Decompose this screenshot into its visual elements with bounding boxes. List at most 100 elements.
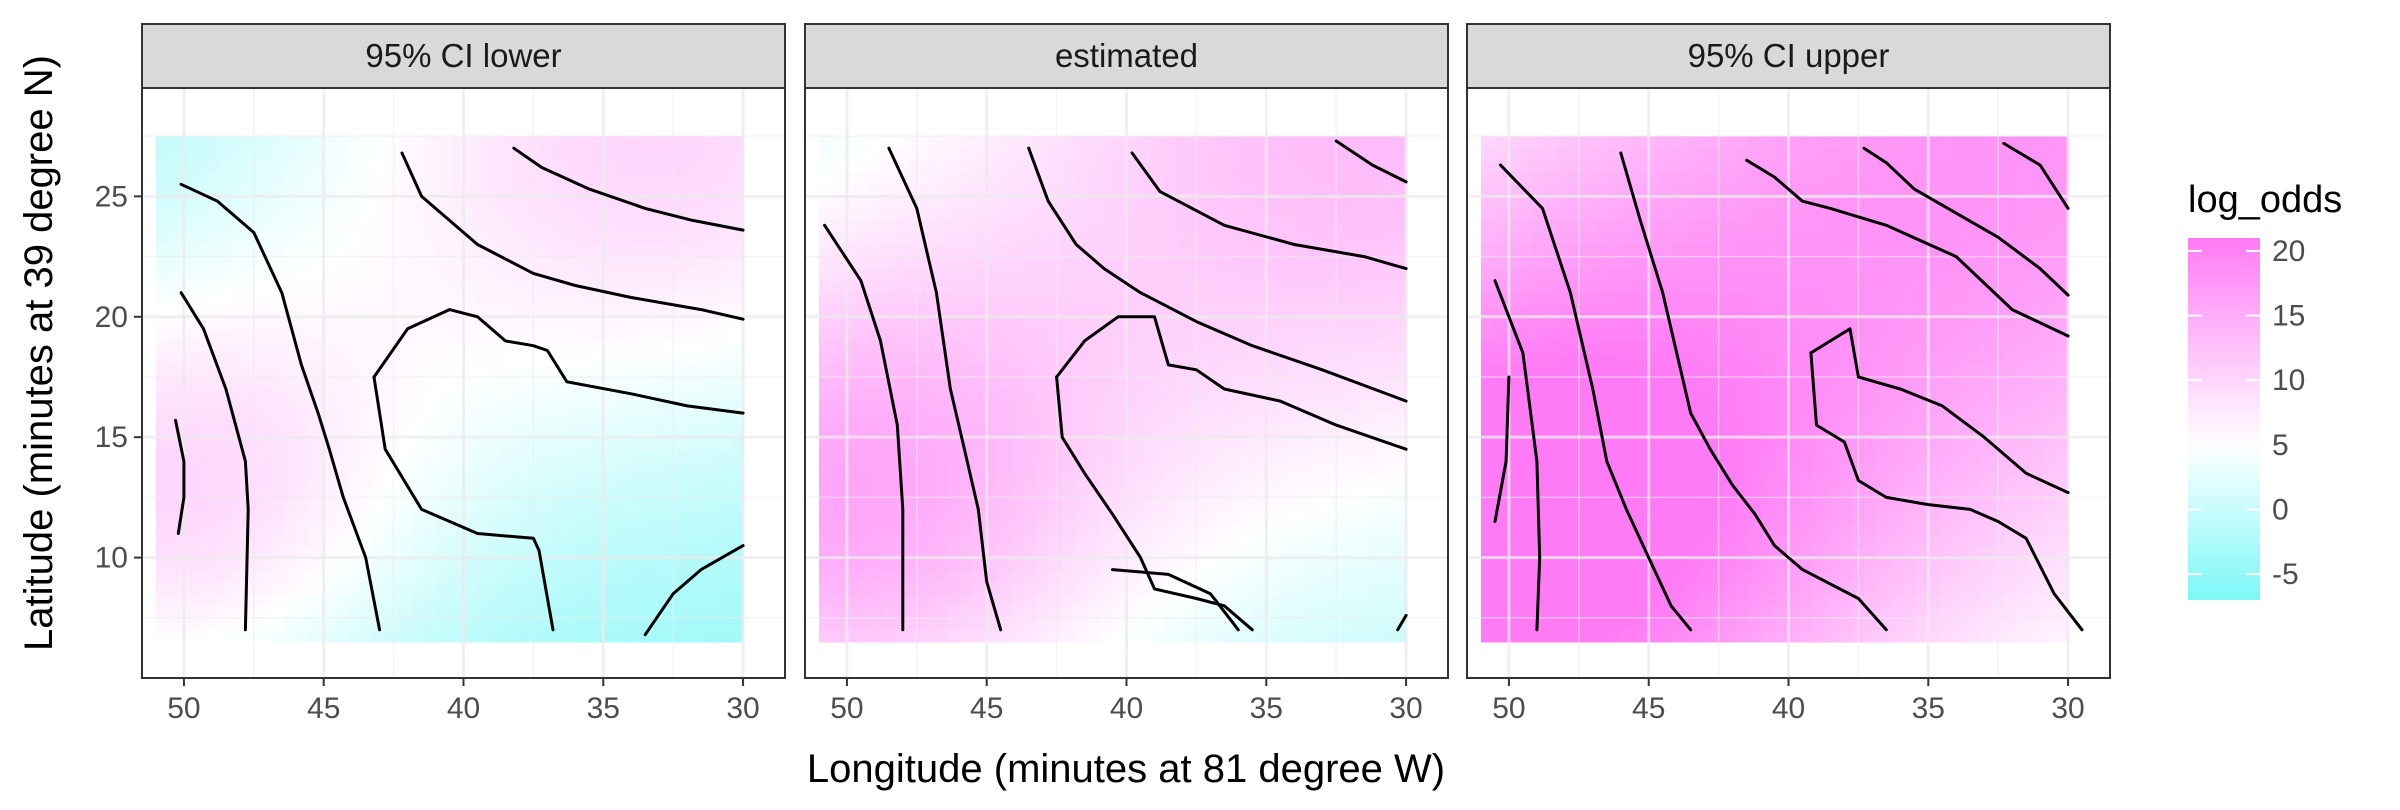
raster-cell (653, 413, 668, 426)
raster-cell (1125, 268, 1139, 282)
raster-cell (1252, 617, 1267, 631)
raster-cell (168, 292, 183, 306)
raster-cell (551, 449, 565, 462)
raster-cell (1532, 220, 1546, 234)
raster-cell (1544, 425, 1559, 438)
raster-cell (1074, 292, 1088, 306)
raster-cell (640, 232, 655, 246)
raster-cell (717, 605, 731, 619)
raster-cell (194, 509, 208, 523)
raster-cell (1570, 449, 1584, 462)
raster-cell (1048, 617, 1063, 631)
raster-cell (1748, 328, 1763, 342)
raster-cell (258, 485, 272, 498)
raster-cell (946, 364, 960, 378)
raster-cell (704, 581, 719, 595)
raster-cell (602, 244, 617, 258)
raster-cell (1367, 172, 1382, 185)
raster-cell (1316, 232, 1331, 246)
raster-cell (704, 196, 719, 210)
raster-cell (538, 304, 553, 318)
raster-cell (1367, 268, 1382, 282)
raster-cell (1697, 413, 1712, 426)
raster-cell (602, 617, 617, 631)
raster-cell (1583, 461, 1597, 474)
raster-cell (895, 316, 909, 330)
raster-cell (258, 557, 272, 571)
raster-cell (1342, 569, 1356, 583)
raster-cell (1646, 292, 1661, 306)
raster-cell (1697, 389, 1712, 402)
raster-cell (1532, 172, 1546, 185)
raster-cell (258, 160, 272, 173)
raster-cell (296, 244, 310, 258)
raster-cell (1074, 497, 1088, 511)
raster-cell (692, 280, 706, 294)
raster-cell (1480, 328, 1495, 342)
raster-cell (1112, 352, 1126, 366)
raster-cell (1595, 473, 1610, 486)
raster-cell (1570, 220, 1584, 234)
raster-cell (423, 328, 438, 342)
raster-cell (1035, 316, 1050, 330)
raster-cell (1685, 184, 1699, 197)
raster-cell (1685, 208, 1699, 222)
raster-cell (1634, 509, 1648, 523)
raster-cell (818, 449, 833, 462)
raster-cell (589, 292, 604, 306)
raster-cell (334, 184, 349, 197)
raster-cell (1252, 593, 1267, 607)
raster-cell (283, 629, 297, 643)
raster-cell (155, 437, 170, 450)
raster-cell (1634, 449, 1648, 462)
raster-cell (1761, 509, 1776, 523)
raster-cell (1176, 389, 1190, 402)
raster-cell (1291, 581, 1305, 595)
raster-cell (870, 292, 884, 306)
raster-cell (984, 629, 999, 643)
raster-cell (946, 268, 960, 282)
raster-cell (1214, 569, 1228, 583)
raster-cell (1608, 593, 1622, 607)
raster-cell (1787, 172, 1801, 185)
raster-cell (1544, 148, 1559, 161)
raster-cell (1138, 256, 1152, 270)
raster-cell (1519, 449, 1533, 462)
raster-cell (1163, 280, 1177, 294)
raster-cell (1583, 196, 1597, 210)
raster-cell (347, 376, 361, 390)
raster-cell (1099, 629, 1114, 643)
raster-cell (1010, 256, 1024, 270)
raster-cell (1240, 485, 1254, 498)
raster-cell (436, 449, 451, 462)
raster-cell (628, 184, 642, 197)
raster-cell (1761, 569, 1776, 583)
raster-cell (436, 172, 451, 185)
raster-cell (1227, 473, 1241, 486)
raster-cell (1787, 521, 1801, 535)
raster-cell (1380, 292, 1394, 306)
raster-cell (615, 352, 629, 366)
raster-cell (1697, 340, 1712, 354)
raster-cell (398, 352, 412, 366)
raster-cell (946, 328, 960, 342)
raster-cell (1519, 352, 1533, 366)
raster-cell (1355, 172, 1369, 185)
raster-cell (1201, 605, 1216, 619)
raster-cell (258, 316, 272, 330)
raster-cell (309, 196, 323, 210)
raster-cell (1723, 160, 1737, 173)
raster-cell (1748, 557, 1763, 571)
raster-cell (1265, 533, 1280, 547)
raster-cell (1393, 485, 1407, 498)
raster-cell (959, 184, 973, 197)
raster-cell (1480, 256, 1495, 270)
raster-cell (1710, 208, 1725, 222)
raster-cell (1608, 172, 1622, 185)
raster-cell (309, 232, 323, 246)
raster-cell (1393, 605, 1407, 619)
raster-cell (1697, 232, 1712, 246)
raster-cell (1595, 136, 1610, 149)
raster-cell (1646, 376, 1661, 390)
raster-cell (1557, 605, 1571, 619)
